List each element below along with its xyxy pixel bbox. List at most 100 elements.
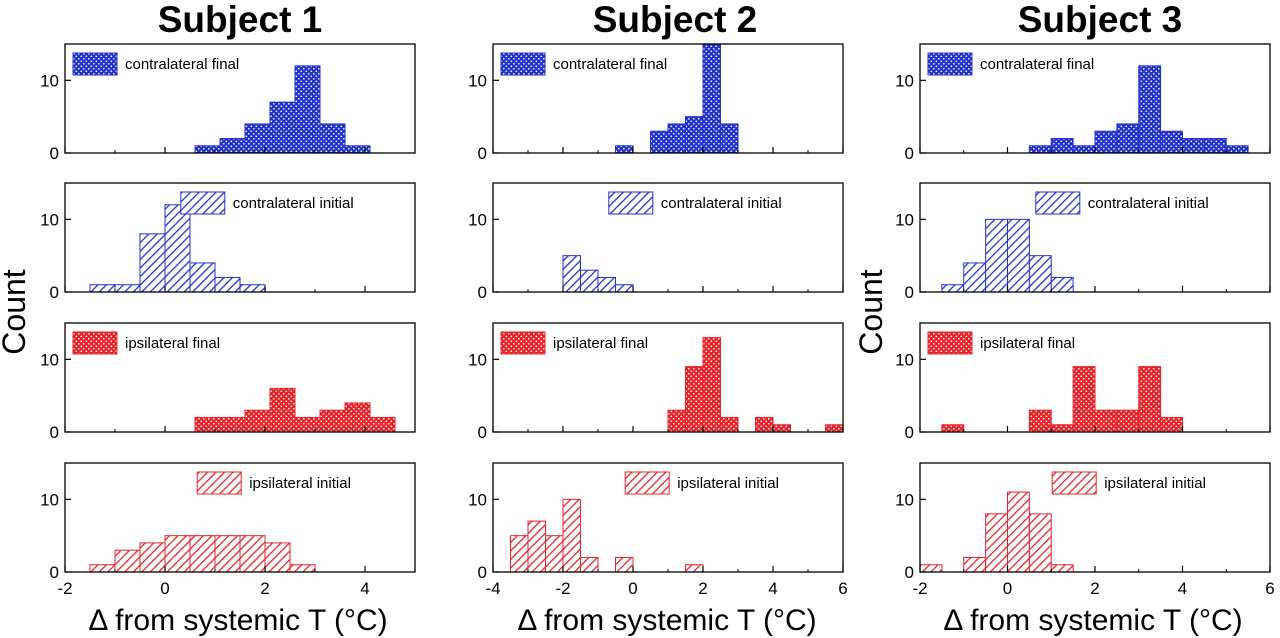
histogram-bar bbox=[1182, 137, 1205, 154]
histogram-bar bbox=[244, 409, 271, 433]
histogram-bar bbox=[294, 416, 321, 433]
panels: 0 10 contralateral final 0 10 contralateral i… bbox=[40, 43, 1275, 598]
x-tick-label: 0 bbox=[160, 579, 169, 598]
legend-label: contralateral final bbox=[553, 56, 667, 73]
histogram-bar bbox=[269, 387, 296, 433]
histogram-bar bbox=[214, 535, 241, 573]
panel-1-ipsilateral-final: 0 10 ipsilateral final bbox=[40, 322, 416, 442]
panel-2-ipsilateral-initial: 0 10 -4 -2 0 2 4 6 ipsilateral initial bbox=[468, 462, 848, 598]
y-tick-label: 10 bbox=[468, 210, 487, 229]
histogram-bar bbox=[919, 564, 943, 573]
subject-1-count-label: Count bbox=[0, 269, 32, 355]
histogram-bar bbox=[1028, 255, 1052, 293]
histogram-bar bbox=[194, 416, 221, 433]
y-tick-label: 0 bbox=[478, 144, 487, 163]
histogram-bar bbox=[1160, 416, 1183, 433]
histogram-bar bbox=[1050, 424, 1074, 433]
histogram-bar bbox=[164, 204, 191, 293]
panel-3-contralateral-final: 0 10 contralateral final bbox=[895, 43, 1271, 163]
histogram-bar bbox=[139, 233, 166, 293]
legend-label: contralateral final bbox=[125, 56, 239, 73]
histogram-bar bbox=[294, 65, 321, 154]
y-tick-label: 0 bbox=[50, 423, 59, 442]
histogram-bar bbox=[1050, 276, 1074, 293]
histogram-bar bbox=[289, 564, 316, 573]
histogram-bar bbox=[702, 43, 721, 154]
legend-swatch bbox=[624, 471, 670, 495]
legend-label: ipsilateral initial bbox=[677, 475, 779, 492]
x-tick-label: -2 bbox=[912, 579, 927, 598]
y-tick-label: 0 bbox=[905, 423, 914, 442]
x-tick-label: 6 bbox=[838, 579, 847, 598]
histogram-bar bbox=[164, 535, 191, 573]
legend: ipsilateral initial bbox=[624, 471, 779, 495]
plot-frame bbox=[64, 43, 416, 154]
legend: contralateral initial bbox=[608, 191, 782, 215]
legend: ipsilateral initial bbox=[196, 471, 351, 495]
legend: contralateral final bbox=[72, 52, 239, 76]
subject-3-title: Subject 3 bbox=[1018, 0, 1183, 40]
y-tick-label: 0 bbox=[50, 144, 59, 163]
y-tick-label: 10 bbox=[40, 350, 59, 369]
histogram-bar bbox=[1116, 409, 1140, 433]
histogram-bar bbox=[1203, 137, 1227, 154]
legend-label: contralateral initial bbox=[233, 195, 354, 212]
subject-1-xlabel: Δ from systemic T (°C) bbox=[88, 604, 387, 637]
histogram-bar bbox=[269, 101, 296, 154]
y-tick-label: 10 bbox=[40, 490, 59, 509]
histogram-bar bbox=[89, 564, 116, 573]
legend-label: ipsilateral initial bbox=[249, 475, 351, 492]
legend-label: ipsilateral final bbox=[553, 335, 648, 352]
histogram-bar bbox=[319, 123, 346, 154]
panel-2-ipsilateral-final: 0 10 ipsilateral final bbox=[468, 322, 844, 442]
y-tick-label: 0 bbox=[905, 563, 914, 582]
histogram-bar bbox=[139, 542, 166, 573]
x-tick-label: 4 bbox=[1178, 579, 1187, 598]
legend: contralateral initial bbox=[180, 191, 354, 215]
legend: ipsilateral final bbox=[500, 331, 648, 355]
histogram-bar bbox=[1138, 366, 1162, 433]
legend-swatch bbox=[72, 52, 118, 76]
legend-swatch bbox=[180, 191, 226, 215]
subject-2-title: Subject 2 bbox=[593, 0, 758, 40]
histogram-bar bbox=[685, 116, 704, 154]
histogram-bar bbox=[941, 424, 965, 433]
legend: ipsilateral final bbox=[72, 331, 220, 355]
histogram-bar bbox=[963, 262, 987, 293]
histogram-bar bbox=[580, 269, 599, 293]
histogram-bar bbox=[755, 416, 774, 433]
y-tick-label: 10 bbox=[895, 71, 914, 90]
histogram-bar bbox=[194, 145, 221, 154]
legend-label: ipsilateral initial bbox=[1104, 475, 1206, 492]
y-tick-label: 0 bbox=[50, 283, 59, 302]
histogram-bar bbox=[1138, 65, 1162, 154]
legend-swatch bbox=[500, 331, 546, 355]
plot-frame bbox=[64, 462, 416, 573]
legend-label: contralateral final bbox=[980, 56, 1094, 73]
histogram-bar bbox=[1225, 145, 1249, 154]
y-tick-label: 10 bbox=[40, 71, 59, 90]
plot-frame bbox=[64, 182, 416, 293]
histogram-bar bbox=[1116, 123, 1140, 154]
legend-label: ipsilateral final bbox=[125, 335, 220, 352]
histogram-bar bbox=[1028, 145, 1052, 154]
histogram-bar bbox=[963, 556, 987, 573]
histogram-bar bbox=[825, 424, 844, 433]
legend: contralateral final bbox=[500, 52, 667, 76]
histogram-bar bbox=[650, 130, 669, 154]
histogram-bar bbox=[219, 137, 246, 154]
histogram-bar bbox=[667, 409, 686, 433]
histogram-bar bbox=[189, 262, 216, 293]
panel-1-contralateral-final: 0 10 contralateral final bbox=[40, 43, 416, 163]
x-tick-label: -2 bbox=[57, 579, 72, 598]
y-tick-label: 0 bbox=[478, 423, 487, 442]
legend-swatch bbox=[608, 191, 654, 215]
histogram-bar bbox=[239, 535, 266, 573]
legend-swatch bbox=[500, 52, 546, 76]
y-tick-label: 10 bbox=[895, 490, 914, 509]
histogram-bar bbox=[1007, 218, 1030, 293]
x-tick-label: -4 bbox=[485, 579, 500, 598]
histogram-bar bbox=[1094, 130, 1118, 154]
